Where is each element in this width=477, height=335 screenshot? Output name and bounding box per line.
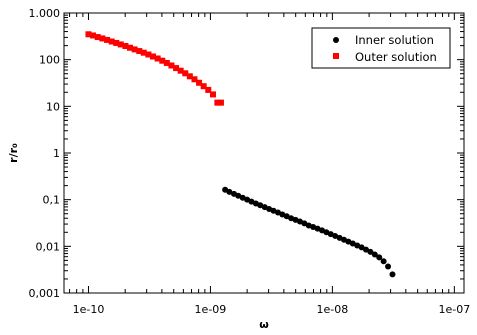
y-tick-label: 10 [46, 100, 60, 113]
y-axis-title: r/r₀ [7, 143, 20, 163]
y-tick-label: 0,1 [43, 194, 61, 207]
outer-solution-point [217, 99, 224, 106]
outer-solution-point [205, 86, 212, 93]
y-tick-label: 1.000 [29, 7, 61, 20]
x-axis-title: ω [259, 318, 269, 331]
outer-solution-point [186, 73, 193, 80]
outer-solution-point [104, 36, 111, 43]
legend: Inner solution Outer solution [311, 27, 451, 69]
outer-solution-point [85, 31, 92, 38]
outer-solution-point [200, 83, 207, 90]
inner-solution-point [367, 248, 374, 255]
outer-solution-point [173, 65, 180, 72]
y-tick-label: 100 [39, 54, 60, 67]
outer-solution-point [159, 57, 166, 64]
outer-solution-point [154, 55, 161, 62]
x-tick-label: 1e-08 [317, 303, 349, 316]
outer-solution-point [117, 41, 124, 48]
outer-solution-point [196, 79, 203, 86]
inner-solution-point [226, 188, 233, 195]
outer-solution-point [113, 39, 120, 46]
axis-ticks [64, 12, 464, 294]
outer-solution-point [210, 91, 217, 98]
inner-solution-point [358, 244, 365, 251]
axis-tick-labels: 0,001 0,01 0,1 1 10 100 1.000 1e-10 1e-09 1e-08 1e… [29, 7, 471, 316]
outer-solution-point [140, 49, 147, 56]
outer-solution-point [168, 62, 175, 69]
x-tick-label: 1e-10 [73, 303, 105, 316]
outer-solution-point [90, 32, 97, 39]
legend-marker-outer [333, 53, 339, 59]
outer-solution-point [149, 53, 156, 60]
outer-solution-point [191, 76, 198, 83]
outer-solution-point [145, 51, 152, 58]
y-tick-label: 0,001 [29, 287, 61, 300]
inner-solution-point [376, 254, 383, 261]
outer-solution-point [94, 34, 101, 41]
x-tick-label: 1e-07 [438, 303, 470, 316]
legend-label-inner: Inner solution [355, 33, 434, 47]
inner-solution-point [363, 246, 370, 253]
legend-label-outer: Outer solution [355, 50, 437, 64]
outer-solution-point [99, 35, 106, 42]
legend-marker-inner [333, 37, 339, 43]
outer-solution-point [126, 44, 133, 51]
outer-solution-point [122, 43, 129, 50]
y-tick-label: 1 [53, 147, 60, 160]
inner-solution-point [371, 251, 378, 258]
inner-solution-point [389, 271, 396, 278]
outer-solution-point [182, 70, 189, 77]
outer-solution-point [108, 38, 115, 45]
inner-solution-point [380, 258, 387, 265]
outer-solution-point [214, 99, 221, 106]
outer-solution-point [177, 67, 184, 74]
inner-solution-point [257, 202, 264, 209]
y-tick-label: 0,01 [36, 240, 61, 253]
inner-solution-point [235, 192, 242, 199]
legend-box [311, 27, 451, 69]
inner-solution-point [385, 263, 392, 270]
outer-solution-point [163, 59, 170, 66]
outer-solution-point [131, 46, 138, 53]
x-tick-label: 1e-09 [195, 303, 227, 316]
data-marks [85, 31, 396, 278]
outer-solution-point [136, 48, 143, 55]
